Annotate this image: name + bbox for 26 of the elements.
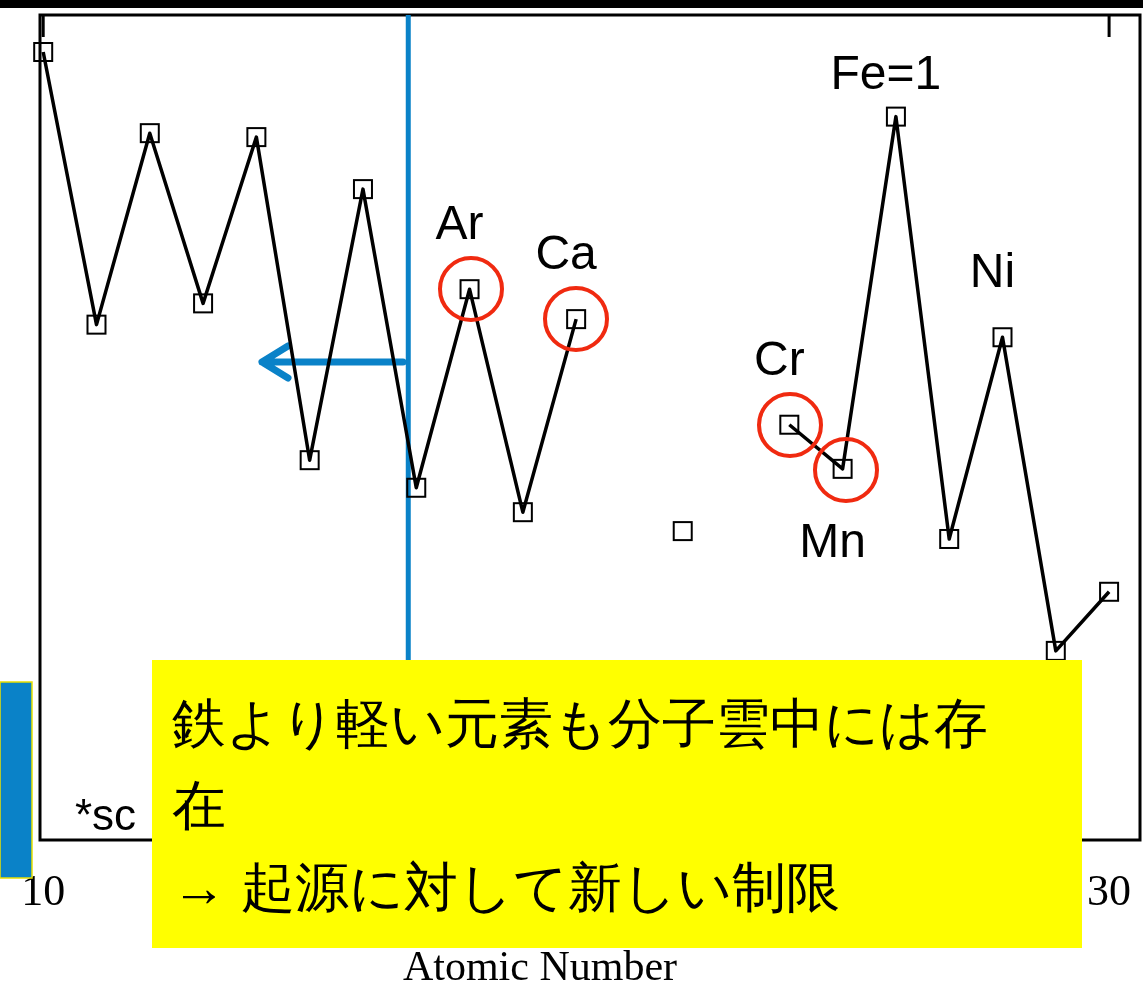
x-tick-label: 10 (21, 866, 66, 915)
point (139, 123, 160, 144)
annotation: *sc (75, 790, 137, 839)
point (246, 127, 267, 148)
point (885, 106, 906, 127)
point (299, 450, 320, 471)
annotation: Ar (435, 196, 484, 250)
picture-note-box: 鉄より軽い元素も分子雲中には存在 → 起源に対して新しい制限 (152, 660, 1082, 948)
point (352, 179, 373, 200)
point (33, 42, 54, 62)
point (992, 327, 1013, 348)
annotation: Mn (799, 513, 866, 567)
annotation: Ca (535, 226, 598, 280)
annotation: Cr (753, 331, 805, 385)
annotation: Fe=1 (830, 45, 942, 99)
annotation: Ni (969, 244, 1016, 298)
x-tick-label: 30 (1087, 866, 1132, 915)
point (939, 528, 960, 549)
point (672, 521, 693, 542)
annotation: 鉄より軽い元素も分子雲中には存在 → 起源に対して新しい制限 (172, 693, 988, 917)
point (86, 314, 107, 335)
point (193, 293, 214, 314)
point (1099, 581, 1120, 602)
point (1045, 640, 1066, 661)
point (512, 502, 533, 523)
point (406, 477, 427, 498)
